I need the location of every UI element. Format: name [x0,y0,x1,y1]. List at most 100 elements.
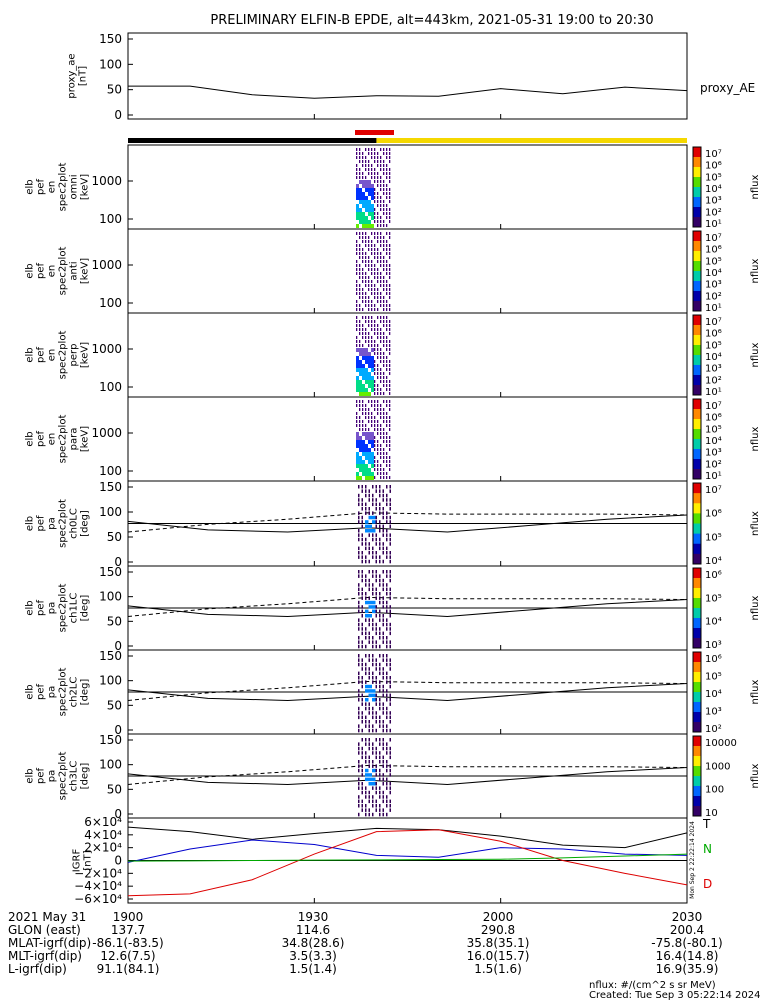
pa-cell [389,773,391,777]
colorbar-band [693,301,701,312]
pa-cell [389,755,391,760]
pa-cell [386,760,388,764]
pa-cell [372,511,374,515]
pa-lines-ch3LC [127,738,688,817]
pa-cell [361,746,363,751]
colorbar-band [693,157,701,168]
spect-cell [365,220,368,224]
pa-cell [372,555,374,559]
pa-cell [382,542,384,546]
colorbar-tick: 10⁷ [705,149,722,160]
spect-cell [386,316,388,319]
ylabel-ch3LC-4: ch3LC [69,761,80,792]
pa-cell [382,559,384,564]
pa-cell [382,799,384,804]
spect-cell [389,220,391,223]
pa-cell [358,587,360,592]
spect-cell [362,164,364,167]
colorbar-band [693,513,701,524]
colorbar-tick: 10³ [705,448,722,459]
pa-cell [372,600,376,605]
ylabel-ch0LC-0: elb [25,516,36,531]
spect-cell [362,156,364,159]
spect-cell [389,304,391,307]
spect-cell [374,448,376,451]
spect-cell [383,164,385,167]
spect-cell [389,448,391,451]
pa-cell [365,644,367,649]
spect-cell [377,160,379,163]
pa-cell [372,529,376,533]
spect-cell [371,300,373,303]
colorbar-band [693,712,701,723]
pa-cell [361,507,363,511]
spect-cell [389,288,391,291]
ylabel-perp-3: spec2plot [58,331,69,380]
spect-cell [374,152,376,155]
pa-cell [372,654,374,658]
pa-cell [361,786,363,790]
spect-cell [365,244,367,247]
pa-cell [375,592,377,596]
spect-cell [374,400,376,403]
spect-cell [365,316,367,319]
spect-cell [386,288,388,291]
pa-cell [375,555,377,559]
spect-cell [356,476,359,480]
pa-cell [372,711,374,715]
spect-cell [377,180,379,183]
ytick-ch2LC-0: 150 [99,649,122,663]
spect-cell [386,232,388,235]
spect-cell [377,452,379,455]
spect-cell [380,332,382,335]
spect-cell [377,184,379,187]
pa-cell [358,742,360,746]
spect-cell [386,168,388,171]
pa-cell [365,592,367,596]
spect-cell [383,268,385,271]
colorbar-frame [692,314,702,396]
pa-cell [365,768,369,773]
spect-cell [374,456,376,459]
pa-cell [358,662,360,667]
pa-cell [368,724,370,728]
colorbar-label: nflux [750,426,761,451]
spect-cell [377,196,379,199]
pa-cell [358,751,360,755]
spect-cell [365,320,367,323]
spect-cell [374,328,376,331]
spect-cell [359,304,361,307]
pa-cell [379,738,381,742]
spect-cell [359,424,361,427]
pa-cell [368,782,372,786]
pa-cell [386,498,388,502]
spect-cell [377,352,379,355]
spect-cell [362,400,364,403]
pa-cell [372,618,374,622]
spect-cell [356,252,358,255]
spect-cell [365,428,367,431]
spect-cell [365,380,368,384]
spect-cell [365,260,367,263]
spect-cell [383,260,385,263]
pa-cell [379,804,381,808]
spect-cell [377,252,379,255]
spect-cell [374,176,376,179]
spect-cell [380,256,382,259]
spect-cell [356,340,358,343]
pa-cell [379,786,381,790]
spect-cell [383,212,385,215]
pa-cell [386,804,388,808]
pa-cell [382,640,384,644]
pa-cell [358,777,360,782]
footer-cell: 200.4 [670,923,704,937]
spect-cell [362,280,364,283]
pa-cell [361,667,363,671]
spect-cell [371,420,373,423]
pa-cell [379,574,381,578]
ylabel-omni-0: elb [25,179,36,194]
spect-cell [362,276,364,279]
spect-cell [380,292,382,295]
pa-cell [382,489,384,493]
pa-cell [382,578,384,583]
